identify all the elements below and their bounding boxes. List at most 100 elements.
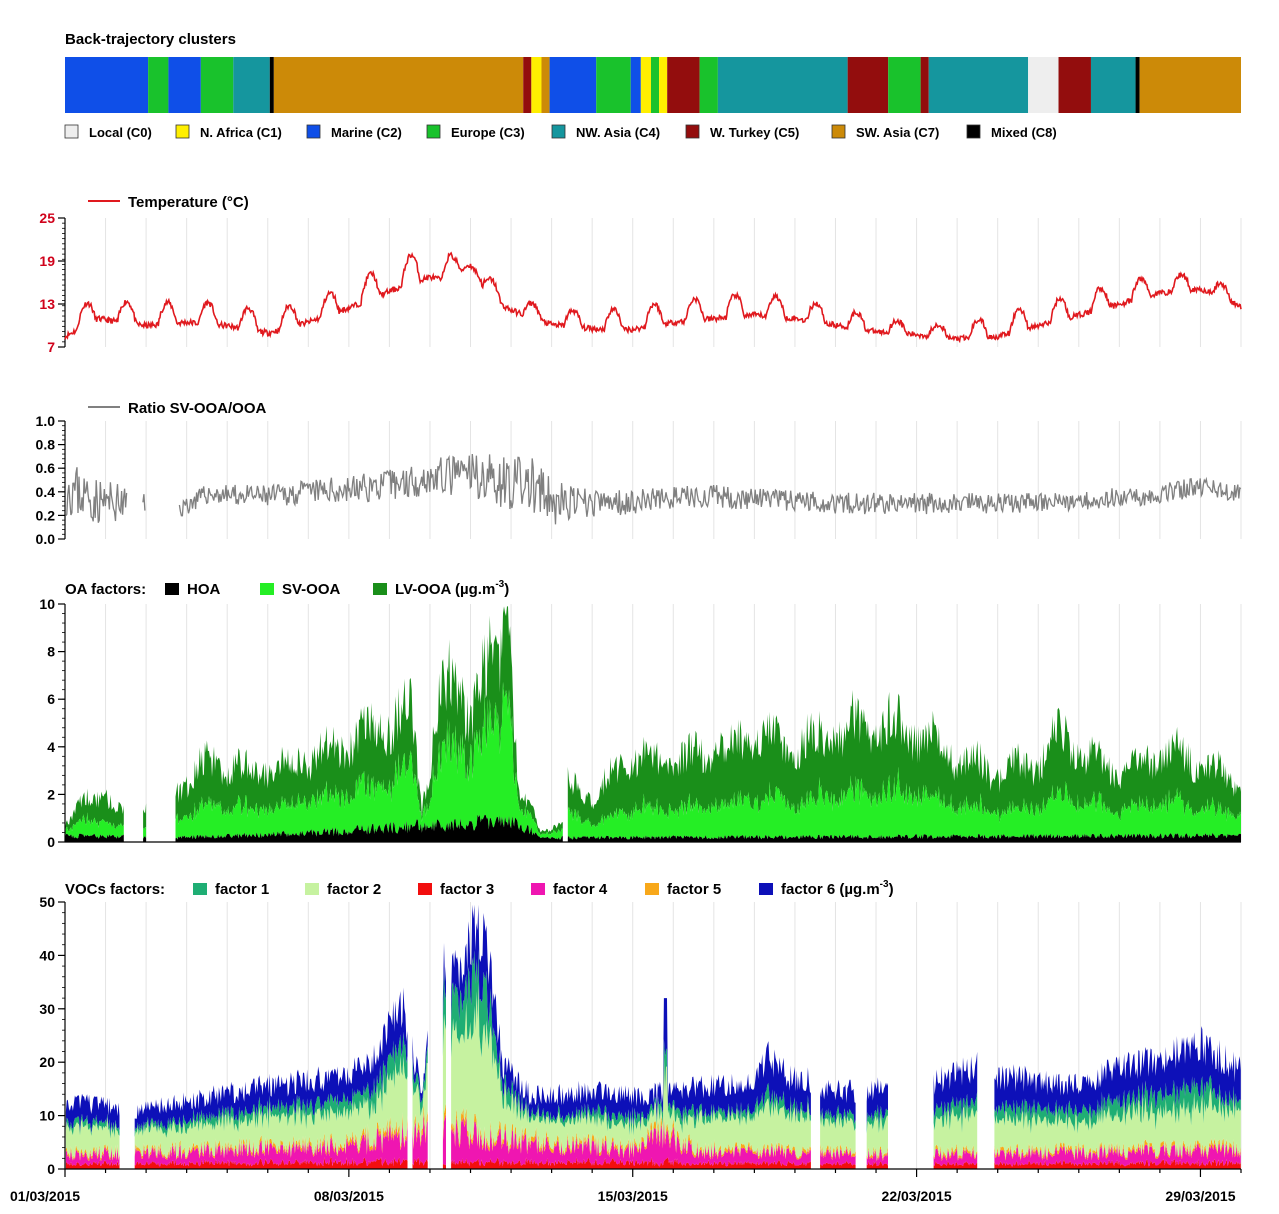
x-tick-label: 22/03/2015 (882, 1188, 952, 1204)
ratio-gridlines (64, 421, 1242, 539)
temperature-y-axis: 7 13 19 25 (39, 210, 66, 355)
sv-ooa-area (65, 681, 1241, 840)
cluster-segment-c3 (650, 57, 660, 113)
legend-suffix: ) (889, 881, 894, 898)
temperature-gridlines (64, 218, 1242, 347)
legend-swatch-c0 (64, 124, 79, 139)
y-tick-label: 8 (47, 644, 55, 660)
y-tick-label: 0.4 (36, 484, 56, 500)
ratio-legend-label: Ratio SV-OOA/OOA (128, 400, 267, 417)
legend-swatch-c1 (175, 124, 190, 139)
cluster-segment-c5 (847, 57, 889, 113)
cluster-segment-c1 (531, 57, 542, 113)
x-tick-label: 08/03/2015 (314, 1188, 384, 1204)
legend-label-3: LV-OOA (µg.m-3) (395, 579, 509, 598)
legend-swatch-c2 (306, 124, 321, 139)
legend-label-c7: SW. Asia (C7) (856, 125, 939, 140)
y-tick-label: 50 (39, 894, 55, 910)
y-tick-label: 6 (47, 691, 55, 707)
legend-label-c8: Mixed (C8) (991, 125, 1057, 140)
factor-1-area (65, 949, 1241, 1139)
cluster-segment-c4 (928, 57, 1029, 113)
cluster-segment-c3 (596, 57, 631, 113)
y-tick-label: 10 (39, 1108, 55, 1124)
legend-label-1: factor 1 (215, 881, 269, 898)
y-tick-label: 13 (39, 296, 55, 312)
y-tick-label: 30 (39, 1001, 55, 1017)
legend-label-5: factor 5 (667, 881, 721, 898)
oa-stacked-areas (65, 606, 1241, 842)
legend-swatch-2 (305, 883, 319, 895)
y-tick-label: 0.8 (36, 437, 56, 453)
legend-label-text: HOA (187, 581, 221, 598)
cluster-segment-c2 (168, 57, 201, 113)
legend-label-6: factor 6 (µg.m-3) (781, 879, 894, 898)
oa-y-axis: 0 2 4 6 8 10 (39, 596, 1241, 850)
cluster-segment-c3 (148, 57, 169, 113)
cluster-segment-c3 (699, 57, 718, 113)
temperature-legend-label: Temperature (°C) (128, 194, 249, 211)
cluster-segment-c1 (659, 57, 668, 113)
legend-prefix: VOCs factors: (65, 881, 165, 898)
voc-legend: VOCs factors: factor 1 factor 2 factor 3 fac… (65, 879, 894, 898)
factor-5-area (65, 1103, 1241, 1162)
legend-label-c5: W. Turkey (C5) (710, 125, 799, 140)
cluster-segment-c2 (65, 57, 149, 113)
cluster-legend: Local (C0) N. Africa (C1) Marine (C2) Europ… (64, 124, 1057, 140)
cluster-segment-c4 (233, 57, 270, 113)
legend-swatch-c4 (551, 124, 566, 139)
oa-legend: OA factors: HOA SV-OOA LV-OOA (µg.m-3) (65, 579, 509, 598)
factor-4-area (65, 1113, 1241, 1167)
legend-swatch-4 (531, 883, 545, 895)
legend-swatch-2 (260, 583, 274, 595)
cluster-segment-c3 (200, 57, 234, 113)
legend-label-text: SV-OOA (282, 581, 341, 598)
legend-swatch-3 (373, 583, 387, 595)
legend-label-c0: Local (C0) (89, 125, 152, 140)
legend-swatch-1 (193, 883, 207, 895)
cluster-panel: Back-trajectory clusters Local (C0) N. Af… (64, 31, 1241, 140)
y-tick-label: 7 (47, 339, 55, 355)
x-tick-label: 29/03/2015 (1165, 1188, 1235, 1204)
y-tick-label: 0.2 (36, 507, 56, 523)
y-tick-label: 1.0 (36, 413, 56, 429)
legend-label-text: factor 2 (327, 881, 381, 898)
cluster-segment-c4 (1090, 57, 1136, 113)
y-tick-label: 0.0 (36, 531, 56, 547)
date-x-axis: 01/03/2015 08/03/2015 15/03/2015 22/03/2015… (10, 1168, 1242, 1204)
cluster-segment-c7 (541, 57, 550, 113)
cluster-segment-c4 (717, 57, 848, 113)
cluster-title: Back-trajectory clusters (65, 31, 236, 48)
legend-label-text: factor 4 (553, 881, 608, 898)
lv-ooa-area (65, 606, 1241, 836)
ratio-y-axis: 0.0 0.2 0.4 0.6 0.8 1.0 (36, 413, 66, 547)
x-tick-label: 15/03/2015 (598, 1188, 668, 1204)
legend-swatch-c7 (831, 124, 846, 139)
temperature-line (64, 251, 1242, 344)
legend-superscript: -3 (495, 579, 504, 590)
legend-swatch-6 (759, 883, 773, 895)
legend-label-c1: N. Africa (C1) (200, 125, 282, 140)
oa-factors-panel: OA factors: HOA SV-OOA LV-OOA (µg.m-3) 0 2 4 6… (39, 579, 1242, 850)
legend-label-text: factor 3 (440, 881, 494, 898)
legend-swatch-c3 (426, 124, 441, 139)
legend-superscript: -3 (880, 879, 889, 890)
legend-label-text: factor 6 (µg.m (781, 881, 880, 898)
legend-label-1: HOA (187, 581, 221, 598)
legend-label-c4: NW. Asia (C4) (576, 125, 660, 140)
cluster-segment-c8 (269, 57, 274, 113)
voc-factors-panel: VOCs factors: factor 1 factor 2 factor 3 fac… (10, 879, 1242, 1204)
x-tick-label: 01/03/2015 (10, 1188, 80, 1204)
cluster-segment-c2 (549, 57, 597, 113)
cluster-segment-c1 (640, 57, 651, 113)
voc-y-axis: 0 10 20 30 40 50 (39, 894, 66, 1177)
cluster-segment-c5 (667, 57, 700, 113)
y-tick-label: 2 (47, 786, 55, 802)
legend-label-text: LV-OOA (µg.m (395, 581, 495, 598)
cluster-bar-strip (65, 57, 1241, 113)
cluster-segment-c5 (1058, 57, 1091, 113)
legend-swatch-5 (645, 883, 659, 895)
y-tick-label: 25 (39, 210, 55, 226)
legend-swatch-1 (165, 583, 179, 595)
cluster-segment-c7 (1139, 57, 1241, 113)
